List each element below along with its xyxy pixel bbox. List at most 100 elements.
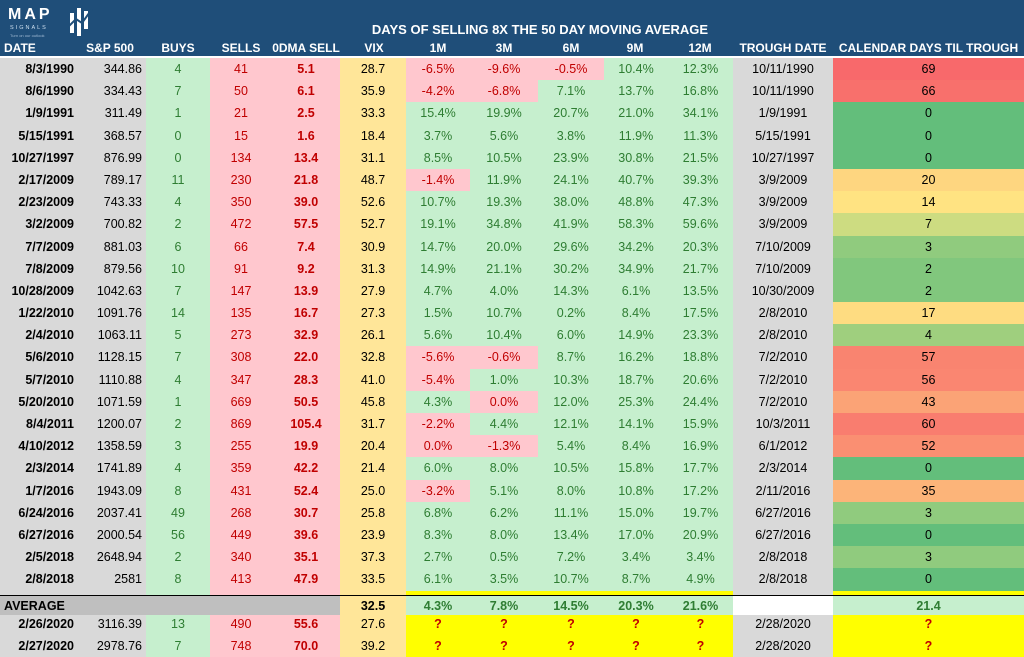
cell-vix: 28.7 [340, 58, 406, 81]
cell-dma: 50.5 [272, 390, 340, 413]
cell-m6: 11.1% [538, 501, 604, 524]
cell-sp: 1091.76 [78, 302, 146, 325]
header-calendar-days: CALENDAR DAYS TIL TROUGH [838, 41, 1019, 55]
header-3m: 3M [495, 41, 513, 55]
cell-m12: 20.6% [668, 368, 733, 391]
cell-m1: 0.0% [406, 435, 470, 458]
table-row: 1/9/1991 311.49 1 21 2.5 33.3 15.4% 19.9% 20.7% 2… [0, 102, 1024, 125]
cell-cal: 7 [833, 213, 1024, 236]
cell-dma: 5.1 [272, 58, 340, 81]
table-row: 5/20/2010 1071.59 1 669 50.5 45.8 4.3% 0.0% 12.0… [0, 390, 1024, 413]
cell-buys: 13 [146, 612, 210, 635]
cell-vix: 30.9 [340, 235, 406, 258]
cell-sells: 350 [210, 191, 272, 214]
average-vix: 32.5 [340, 595, 406, 615]
cell-m9: ? [604, 612, 668, 635]
cell-m1: 1.5% [406, 302, 470, 325]
cell-buys: 4 [146, 457, 210, 480]
cell-buys: 2 [146, 546, 210, 569]
table-row: 4/10/2012 1358.59 3 255 19.9 20.4 0.0% -1.3% 5.4… [0, 435, 1024, 458]
cell-m1: ? [406, 612, 470, 635]
cell-vix: 45.8 [340, 390, 406, 413]
cell-sells: 669 [210, 390, 272, 413]
cell-sp: 1943.09 [78, 479, 146, 502]
cell-m1: 19.1% [406, 213, 470, 236]
cell-vix: 39.2 [340, 634, 406, 657]
cell-buys: 4 [146, 191, 210, 214]
table-row: 2/8/2018 2581 8 413 47.9 33.5 6.1% 3.5% 10.7% 8.7… [0, 568, 1024, 591]
cell-trough: 10/11/1990 [733, 58, 833, 81]
cell-dma: 16.7 [272, 302, 340, 325]
cell-m1: 10.7% [406, 191, 470, 214]
cell-buys: 1 [146, 102, 210, 125]
cell-trough: 10/11/1990 [733, 80, 833, 103]
cell-trough: 2/8/2010 [733, 302, 833, 325]
cell-dma: 39.6 [272, 523, 340, 547]
table-row: 3/2/2009 700.82 2 472 57.5 52.7 19.1% 34.8% 41.9… [0, 213, 1024, 236]
cell-m3: -6.8% [470, 80, 538, 103]
cell-sp: 1063.11 [78, 324, 146, 347]
cell-m6: 5.4% [538, 435, 604, 458]
cell-m12: 47.3% [668, 191, 733, 214]
cell-sp: 1200.07 [78, 413, 146, 436]
cell-dma: 6.1 [272, 80, 340, 103]
cell-buys: 49 [146, 501, 210, 524]
cell-m12: 20.9% [668, 523, 733, 547]
cell-m3: -9.6% [470, 58, 538, 81]
cell-m6: -0.5% [538, 58, 604, 81]
table-row: 6/27/2016 2000.54 56 449 39.6 23.9 8.3% 8.0% 13.… [0, 523, 1024, 547]
cell-buys: 1 [146, 390, 210, 413]
cell-m12: 11.3% [668, 124, 733, 147]
cell-m9: 8.4% [604, 435, 668, 458]
cell-sp: 876.99 [78, 146, 146, 169]
cell-m3: 21.1% [470, 257, 538, 280]
cell-m12: ? [668, 612, 733, 635]
cell-sp: 1071.59 [78, 390, 146, 413]
cell-m12: 59.6% [668, 213, 733, 236]
cell-m6: 23.9% [538, 146, 604, 169]
cell-trough: 6/1/2012 [733, 435, 833, 458]
cell-m12: 23.3% [668, 324, 733, 347]
cell-m9: 58.3% [604, 213, 668, 236]
cell-vix: 31.7 [340, 413, 406, 436]
cell-m3: 34.8% [470, 213, 538, 236]
cell-sp: 1741.89 [78, 457, 146, 480]
cell-vix: 48.7 [340, 168, 406, 192]
cell-m3: 1.0% [470, 368, 538, 391]
cell-m12: 17.2% [668, 479, 733, 502]
cell-trough: 6/27/2016 [733, 523, 833, 547]
cell-buys: 7 [146, 634, 210, 657]
header-6m: 6M [562, 41, 580, 55]
cell-date: 8/4/2011 [0, 413, 78, 436]
cell-m3: 5.1% [470, 479, 538, 502]
cell-vix: 18.4 [340, 124, 406, 147]
cell-cal: 57 [833, 346, 1024, 369]
cell-m6: 0.2% [538, 302, 604, 325]
cell-date: 5/6/2010 [0, 346, 78, 369]
cell-sells: 472 [210, 213, 272, 236]
cell-cal: 3 [833, 546, 1024, 569]
cell-dma: 55.6 [272, 612, 340, 635]
table-row: 2/17/2009 789.17 11 230 21.8 48.7 -1.4% 11.9% 24… [0, 168, 1024, 192]
logo-sub: SIGNALS [10, 25, 48, 31]
header-12m: 12M [688, 41, 712, 55]
cell-m3: 19.9% [470, 102, 538, 125]
cell-dma: 21.8 [272, 168, 340, 192]
cell-sp: 881.03 [78, 235, 146, 258]
cell-sells: 340 [210, 546, 272, 569]
cell-trough: 1/9/1991 [733, 102, 833, 125]
table-row: 5/7/2010 1110.88 4 347 28.3 41.0 -5.4% 1.0% 10.3… [0, 368, 1024, 391]
cell-date: 1/9/1991 [0, 102, 78, 125]
cell-m9: 14.1% [604, 413, 668, 436]
cell-m9: 34.2% [604, 235, 668, 258]
cell-date: 10/28/2009 [0, 279, 78, 303]
cell-m9: 6.1% [604, 279, 668, 303]
cell-dma: 70.0 [272, 634, 340, 657]
cell-m9: 48.8% [604, 191, 668, 214]
cell-m3: 19.3% [470, 191, 538, 214]
header-trough-date: TROUGH DATE [739, 41, 827, 55]
cell-vix: 31.1 [340, 146, 406, 169]
cell-buys: 7 [146, 279, 210, 303]
cell-m1: -5.4% [406, 368, 470, 391]
cell-dma: 35.1 [272, 546, 340, 569]
